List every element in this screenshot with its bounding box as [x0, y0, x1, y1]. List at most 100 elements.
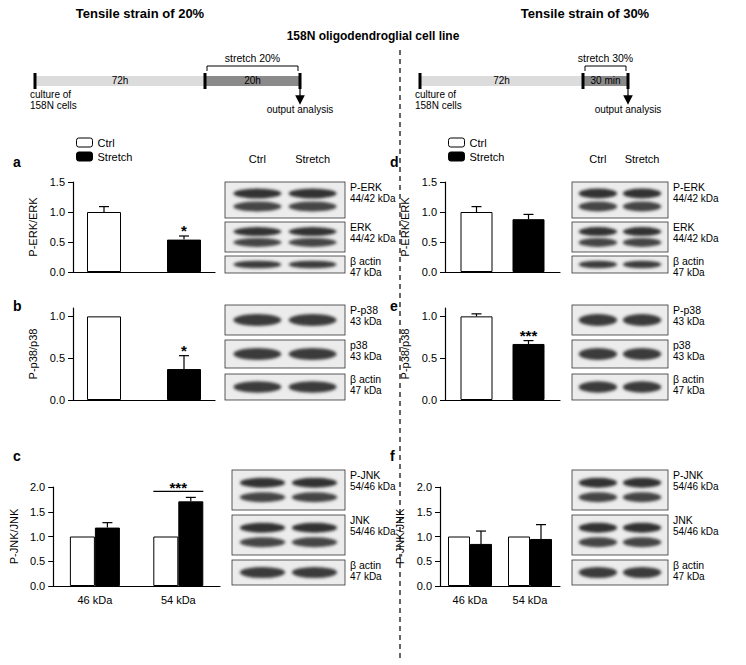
- svg-text:1.0: 1.0: [422, 310, 437, 322]
- svg-text:P-JNK/JNK: P-JNK/JNK: [8, 508, 20, 564]
- svg-text:54 kDa: 54 kDa: [161, 594, 197, 606]
- svg-text:*: *: [181, 222, 187, 239]
- svg-text:β actin: β actin: [350, 255, 381, 267]
- svg-text:2.0: 2.0: [30, 481, 45, 493]
- svg-text:43 kDa: 43 kDa: [350, 351, 382, 362]
- svg-text:P-p38/p38: P-p38/p38: [399, 329, 411, 380]
- svg-text:1.0: 1.0: [422, 206, 437, 218]
- svg-text:44/42 kDa: 44/42 kDa: [350, 233, 396, 244]
- svg-text:P-JNK/JNK: P-JNK/JNK: [394, 508, 406, 564]
- svg-text:72h: 72h: [493, 75, 510, 86]
- svg-text:44/42 kDa: 44/42 kDa: [673, 193, 719, 204]
- svg-text:1.5: 1.5: [30, 506, 45, 518]
- svg-text:Stretch: Stretch: [98, 151, 133, 163]
- svg-text:P-JNK: P-JNK: [673, 469, 703, 481]
- svg-text:e: e: [390, 298, 398, 314]
- svg-text:20h: 20h: [244, 75, 261, 86]
- svg-text:***: ***: [170, 479, 188, 496]
- svg-text:p38: p38: [350, 339, 368, 351]
- svg-text:ERK: ERK: [350, 221, 372, 233]
- svg-text:β actin: β actin: [673, 373, 704, 385]
- svg-text:1.5: 1.5: [422, 176, 437, 188]
- svg-text:54 kDa: 54 kDa: [513, 594, 549, 606]
- svg-text:0.5: 0.5: [422, 352, 437, 364]
- svg-text:1.0: 1.0: [30, 531, 45, 543]
- svg-text:0.5: 0.5: [422, 236, 437, 248]
- svg-text:P-ERK: P-ERK: [350, 181, 382, 193]
- svg-text:158N cells: 158N cells: [30, 100, 77, 111]
- svg-text:54/46 kDa: 54/46 kDa: [673, 481, 719, 492]
- svg-text:p38: p38: [673, 339, 691, 351]
- svg-text:43 kDa: 43 kDa: [673, 351, 705, 362]
- svg-text:1.0: 1.0: [50, 310, 65, 322]
- svg-text:43 kDa: 43 kDa: [350, 316, 382, 327]
- svg-text:47 kDa: 47 kDa: [350, 571, 382, 582]
- svg-text:44/42 kDa: 44/42 kDa: [350, 193, 396, 204]
- svg-text:β actin: β actin: [673, 255, 704, 267]
- svg-text:2.0: 2.0: [417, 481, 432, 493]
- svg-text:stretch 20%: stretch 20%: [225, 52, 280, 64]
- svg-text:47 kDa: 47 kDa: [673, 385, 705, 396]
- svg-text:158N oligodendroglial cell lin: 158N oligodendroglial cell line: [287, 29, 460, 43]
- svg-text:0.0: 0.0: [30, 580, 45, 592]
- svg-text:Ctrl: Ctrl: [249, 153, 266, 165]
- svg-text:P-ERK/ERK: P-ERK/ERK: [27, 197, 39, 257]
- svg-text:1.0: 1.0: [417, 531, 432, 543]
- svg-text:Ctrl: Ctrl: [98, 137, 115, 149]
- svg-text:ERK: ERK: [673, 221, 695, 233]
- svg-text:***: ***: [520, 327, 538, 344]
- svg-text:Ctrl: Ctrl: [589, 153, 606, 165]
- svg-text:54/46 kDa: 54/46 kDa: [350, 526, 396, 537]
- svg-text:culture of: culture of: [415, 89, 456, 100]
- svg-text:JNK: JNK: [350, 514, 370, 526]
- svg-text:30 min: 30 min: [590, 75, 620, 86]
- svg-text:1.0: 1.0: [50, 206, 65, 218]
- svg-text:culture of: culture of: [30, 89, 71, 100]
- svg-text:P-p38/p38: P-p38/p38: [27, 329, 39, 380]
- svg-text:0.0: 0.0: [422, 394, 437, 406]
- svg-text:*: *: [181, 342, 187, 359]
- svg-text:d: d: [390, 154, 399, 170]
- svg-text:43 kDa: 43 kDa: [673, 316, 705, 327]
- svg-text:47 kDa: 47 kDa: [350, 385, 382, 396]
- svg-text:Stretch: Stretch: [470, 151, 505, 163]
- svg-text:47 kDa: 47 kDa: [673, 571, 705, 582]
- svg-text:0.5: 0.5: [50, 352, 65, 364]
- svg-text:c: c: [13, 448, 21, 464]
- svg-text:a: a: [13, 154, 21, 170]
- svg-text:47 kDa: 47 kDa: [350, 267, 382, 278]
- svg-text:JNK: JNK: [673, 514, 693, 526]
- svg-text:54/46 kDa: 54/46 kDa: [350, 481, 396, 492]
- svg-text:β actin: β actin: [673, 559, 704, 571]
- svg-text:β actin: β actin: [350, 373, 381, 385]
- svg-text:P-p38: P-p38: [673, 304, 701, 316]
- svg-text:Stretch: Stretch: [625, 153, 660, 165]
- svg-text:0.5: 0.5: [50, 236, 65, 248]
- svg-text:0.0: 0.0: [50, 394, 65, 406]
- svg-text:P-ERK: P-ERK: [673, 181, 705, 193]
- svg-text:b: b: [13, 298, 22, 314]
- svg-text:0.0: 0.0: [422, 266, 437, 278]
- svg-text:stretch 30%: stretch 30%: [578, 52, 633, 64]
- svg-text:Stretch: Stretch: [295, 153, 330, 165]
- svg-text:47 kDa: 47 kDa: [673, 267, 705, 278]
- svg-text:output analysis: output analysis: [267, 104, 334, 115]
- svg-text:0.0: 0.0: [417, 580, 432, 592]
- svg-text:β actin: β actin: [350, 559, 381, 571]
- svg-text:46 kDa: 46 kDa: [77, 594, 113, 606]
- svg-text:P-JNK: P-JNK: [350, 469, 380, 481]
- svg-text:1.5: 1.5: [417, 506, 432, 518]
- svg-text:Ctrl: Ctrl: [470, 137, 487, 149]
- svg-text:54/46 kDa: 54/46 kDa: [673, 526, 719, 537]
- svg-text:output analysis: output analysis: [595, 104, 662, 115]
- svg-text:Tensile strain of 30%: Tensile strain of 30%: [521, 6, 650, 21]
- svg-text:44/42 kDa: 44/42 kDa: [673, 233, 719, 244]
- svg-text:0.5: 0.5: [30, 555, 45, 567]
- svg-text:f: f: [390, 448, 395, 464]
- svg-text:1.5: 1.5: [50, 176, 65, 188]
- svg-text:158N cells: 158N cells: [415, 100, 462, 111]
- svg-text:46 kDa: 46 kDa: [453, 594, 489, 606]
- svg-text:Tensile strain of 20%: Tensile strain of 20%: [76, 6, 205, 21]
- svg-text:72h: 72h: [112, 75, 129, 86]
- svg-text:P-ERK/ERK: P-ERK/ERK: [399, 197, 411, 257]
